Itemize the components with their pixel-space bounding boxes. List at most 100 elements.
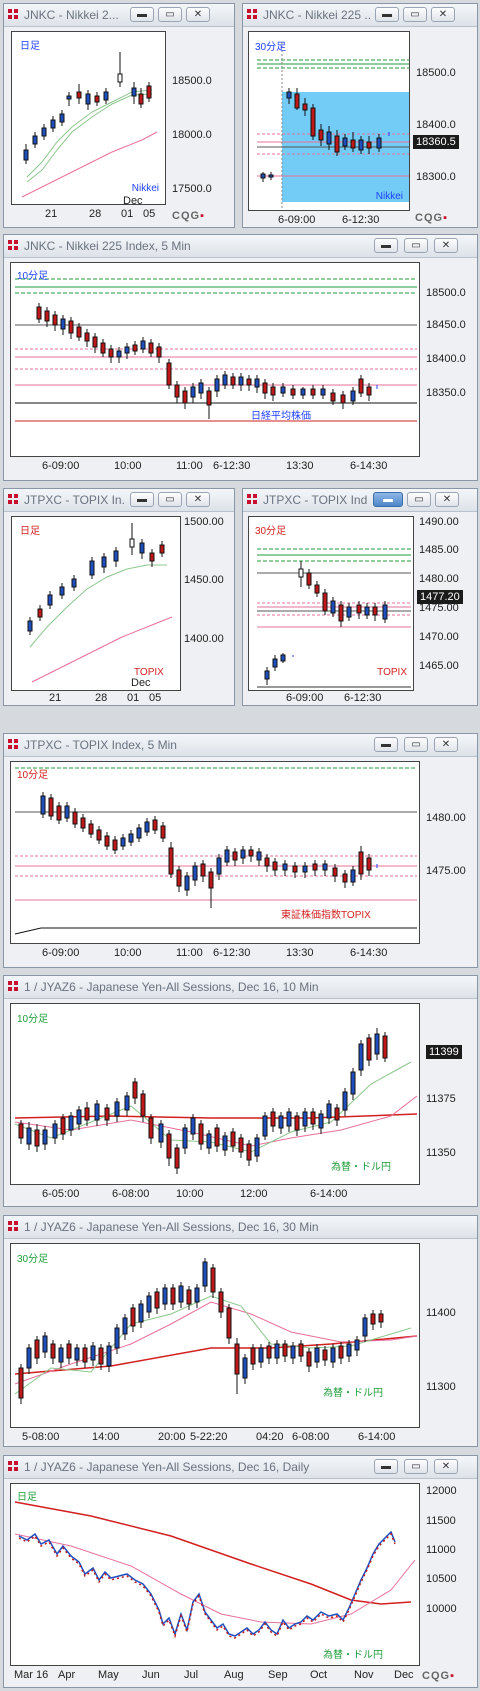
price-chart-area[interactable]: 10分足 日経平均株価: [10, 262, 420, 457]
title-bar[interactable]: JTPXC - TOPIX Ind... ▬ ▭ ✕: [243, 489, 477, 512]
x-axis: 21 28 01 05 Dec: [11, 195, 166, 223]
restore-icon: ▭: [411, 739, 421, 750]
y-tick: 1470.00: [419, 631, 459, 643]
y-tick: 1400.00: [184, 633, 224, 645]
minimize-button[interactable]: ▬: [374, 1459, 398, 1474]
moving-average-pink: [21, 131, 158, 198]
y-tick: 1475.00: [419, 602, 459, 614]
price-chart-area[interactable]: 10分足 東証株価指数TOPIX: [10, 761, 420, 944]
y-tick: 1465.00: [419, 660, 459, 672]
chart-window-nikkei-daily[interactable]: JNKC - Nikkei 2... ▬ ▭ ✕: [3, 3, 235, 228]
chart-svg: [14, 1028, 418, 1174]
cqg-app-icon: [247, 9, 258, 20]
close-button[interactable]: ✕: [434, 1459, 458, 1474]
y-axis: 18500.0 18400.0 18300.0: [416, 31, 476, 211]
x-tick: May: [98, 1669, 119, 1681]
window-title: 1 / JYAZ6 - Japanese Yen-All Sessions, D…: [24, 1460, 310, 1474]
restore-button[interactable]: ▭: [404, 238, 428, 253]
close-button[interactable]: ✕: [186, 7, 210, 22]
y-tick: 18400.0: [426, 353, 466, 365]
candles: [27, 523, 165, 635]
restore-button[interactable]: ▭: [407, 492, 431, 507]
minimize-button[interactable]: ▬: [130, 7, 154, 22]
candles: [264, 561, 388, 685]
minimize-button[interactable]: ▬: [374, 238, 398, 253]
title-bar[interactable]: JTPXC - TOPIX Index, 5 Min ▬ ▭ ✕: [4, 734, 477, 757]
x-tick: 01: [121, 208, 134, 220]
x-tick: 6-08:00: [112, 1188, 150, 1200]
chart-window-topix-30min[interactable]: JTPXC - TOPIX Ind... ▬ ▭ ✕: [242, 488, 478, 706]
chart-window-nikkei-30min[interactable]: JNKC - Nikkei 225 ... ▬ ▭ ✕: [242, 3, 478, 228]
close-button[interactable]: ✕: [435, 492, 459, 507]
title-bar[interactable]: JNKC - Nikkei 2... ▬ ▭ ✕: [4, 4, 234, 27]
minimize-button[interactable]: ▬: [373, 492, 403, 507]
y-tick: 1475.00: [426, 865, 466, 877]
timeframe-label: 日足: [20, 41, 40, 52]
close-button[interactable]: ✕: [186, 492, 210, 507]
instrument-name: 為替・ドル円: [323, 1388, 383, 1399]
y-tick: 11400: [426, 1307, 456, 1319]
y-tick: 1450.00: [184, 574, 224, 586]
price-chart-area[interactable]: 日足 TOPIX: [11, 516, 181, 691]
x-axis: 6-09:00 10:00 11:00 6-12:30 13:30 6-14:3…: [10, 944, 420, 962]
title-bar[interactable]: JNKC - Nikkei 225 ... ▬ ▭ ✕: [243, 4, 477, 27]
instrument-name: 為替・ドル円: [331, 1162, 391, 1173]
restore-icon: ▭: [410, 9, 420, 20]
candles: [40, 792, 378, 908]
moving-average-pink: [14, 1533, 416, 1625]
close-button[interactable]: ✕: [434, 737, 458, 752]
price-chart-area[interactable]: 30分足 Nikkei: [248, 31, 410, 211]
price-chart-area[interactable]: 日足 Nikkei: [11, 31, 166, 205]
chart-window-topix-daily[interactable]: JTPXC - TOPIX In... ▬ ▭ ✕ 日足: [3, 488, 235, 706]
price-chart-area[interactable]: 10分足 為替・ドル円: [10, 1003, 420, 1185]
x-tick: 28: [89, 208, 102, 220]
x-tick: 13:30: [286, 460, 314, 472]
chart-window-yen-daily[interactable]: 1 / JYAZ6 - Japanese Yen-All Sessions, D…: [3, 1455, 478, 1688]
title-bar[interactable]: JTPXC - TOPIX In... ▬ ▭ ✕: [4, 489, 234, 512]
price-chart-area[interactable]: 日足 為替・ドル円: [10, 1483, 420, 1666]
title-bar[interactable]: 1 / JYAZ6 - Japanese Yen-All Sessions, D…: [4, 1216, 477, 1239]
window-title: 1 / JYAZ6 - Japanese Yen-All Sessions, D…: [24, 980, 319, 994]
title-bar[interactable]: 1 / JYAZ6 - Japanese Yen-All Sessions, D…: [4, 1456, 477, 1479]
x-tick: 6-08:00: [292, 1431, 330, 1443]
title-bar[interactable]: JNKC - Nikkei 225 Index, 5 Min ▬ ▭ ✕: [4, 235, 477, 258]
close-button[interactable]: ✕: [434, 238, 458, 253]
y-tick: 10000: [426, 1603, 457, 1615]
x-tick: 6-14:30: [350, 947, 388, 959]
chart-window-nikkei-5min[interactable]: JNKC - Nikkei 225 Index, 5 Min ▬ ▭ ✕: [3, 234, 478, 481]
price-chart-area[interactable]: 30分足 TOPIX: [248, 516, 414, 691]
close-button[interactable]: ✕: [431, 7, 455, 22]
chart-window-topix-5min[interactable]: JTPXC - TOPIX Index, 5 Min ▬ ▭ ✕: [3, 733, 478, 968]
cqg-logo: CQG▪: [172, 210, 205, 222]
chart-svg: [257, 548, 411, 688]
y-axis: 18500.0 18000.0 17500.0: [172, 31, 232, 205]
instrument-name: 東証株価指数TOPIX: [281, 910, 371, 921]
minimize-button[interactable]: ▬: [374, 737, 398, 752]
x-tick: 5-08:00: [22, 1431, 60, 1443]
x-tick: Oct: [310, 1669, 328, 1681]
y-tick: 1485.00: [419, 544, 459, 556]
y-tick: 10500: [426, 1573, 457, 1585]
cqg-app-icon: [8, 240, 19, 251]
title-bar[interactable]: 1 / JYAZ6 - Japanese Yen-All Sessions, D…: [4, 976, 477, 999]
restore-button[interactable]: ▭: [404, 1459, 428, 1474]
last-price-tag: 1477.20: [417, 590, 463, 604]
restore-button[interactable]: ▭: [158, 492, 182, 507]
chart-window-yen-10min[interactable]: 1 / JYAZ6 - Japanese Yen-All Sessions, D…: [3, 975, 478, 1207]
x-tick: 11:00: [176, 947, 203, 959]
price-chart-area[interactable]: 30分足 為替・ドル円: [10, 1243, 420, 1428]
restore-icon: ▭: [411, 1461, 421, 1472]
y-tick: 18500.0: [416, 67, 456, 79]
chart-window-yen-30min[interactable]: 1 / JYAZ6 - Japanese Yen-All Sessions, D…: [3, 1215, 478, 1447]
minimize-button[interactable]: ▬: [130, 492, 154, 507]
restore-button[interactable]: ▭: [404, 737, 428, 752]
minimize-button[interactable]: ▬: [375, 7, 399, 22]
instrument-name: 日経平均株価: [251, 411, 311, 422]
x-tick: 6-14:30: [350, 460, 388, 472]
cqg-logo: CQG▪: [422, 1670, 455, 1682]
x-tick: 14:00: [92, 1431, 120, 1443]
candles: [23, 52, 152, 164]
x-axis: 5-08:00 14:00 20:00 5-22:20 04:20 6-08:0…: [10, 1428, 420, 1446]
restore-button[interactable]: ▭: [158, 7, 182, 22]
restore-button[interactable]: ▭: [403, 7, 427, 22]
